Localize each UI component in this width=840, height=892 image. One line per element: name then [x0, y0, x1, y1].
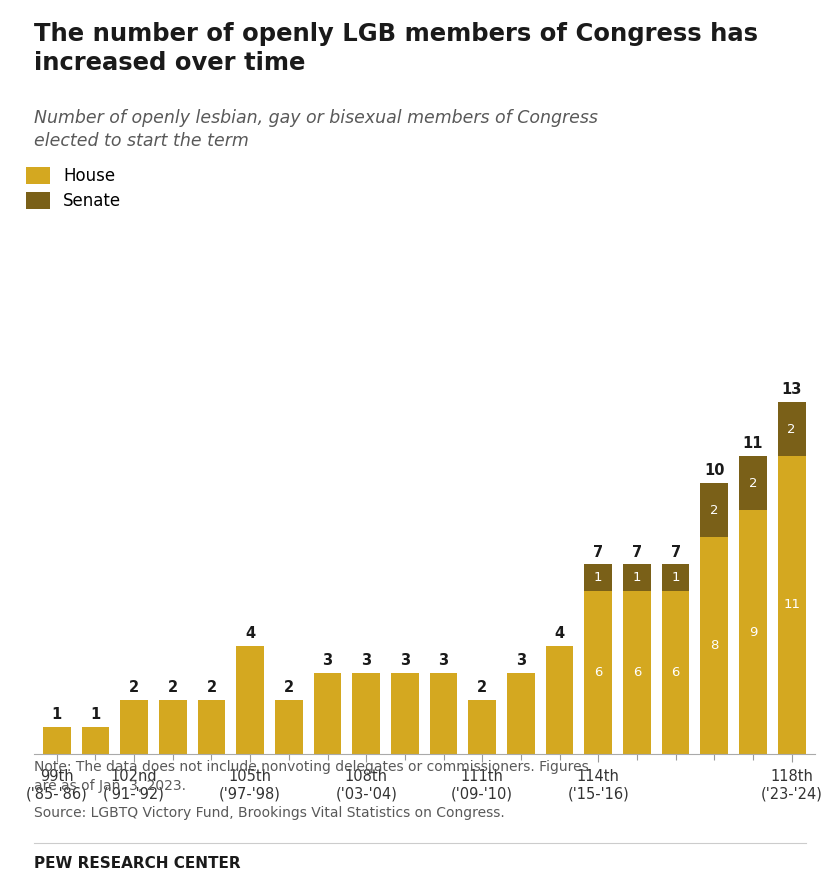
Bar [159, 699, 186, 754]
Text: 2: 2 [284, 680, 294, 695]
Text: 7: 7 [593, 544, 603, 559]
Text: 8: 8 [710, 639, 718, 652]
Bar [778, 402, 806, 456]
Text: 4: 4 [554, 625, 564, 640]
Bar [197, 699, 225, 754]
Bar [468, 699, 496, 754]
Bar [313, 673, 341, 754]
Text: The number of openly LGB members of Congress has
increased over time: The number of openly LGB members of Cong… [34, 22, 758, 75]
Bar [623, 591, 651, 754]
Bar [778, 456, 806, 754]
Text: 3: 3 [361, 653, 371, 668]
Text: 13: 13 [781, 383, 802, 397]
Legend: House, Senate: House, Senate [26, 167, 121, 210]
Bar [585, 591, 612, 754]
Bar [429, 673, 458, 754]
Bar [236, 646, 264, 754]
Text: 2: 2 [748, 476, 757, 490]
Bar [81, 727, 109, 754]
Text: 2: 2 [168, 680, 178, 695]
Text: 1: 1 [91, 706, 101, 722]
Bar [739, 510, 767, 754]
Text: 3: 3 [400, 653, 410, 668]
Text: 4: 4 [245, 625, 255, 640]
Text: 7: 7 [670, 544, 680, 559]
Text: 7: 7 [632, 544, 642, 559]
Text: 6: 6 [671, 666, 680, 679]
Bar [275, 699, 302, 754]
Bar [739, 456, 767, 510]
Bar [352, 673, 381, 754]
Bar [43, 727, 71, 754]
Bar [662, 591, 690, 754]
Text: 11: 11 [743, 436, 764, 451]
Text: 1: 1 [633, 572, 641, 584]
Bar [701, 537, 728, 754]
Bar [701, 483, 728, 537]
Bar [623, 565, 651, 591]
Text: Source: LGBTQ Victory Fund, Brookings Vital Statistics on Congress.: Source: LGBTQ Victory Fund, Brookings Vi… [34, 806, 504, 821]
Text: 11: 11 [783, 599, 800, 612]
Text: Note: The data does not include nonvoting delegates or commissioners. Figures
ar: Note: The data does not include nonvotin… [34, 760, 588, 793]
Bar [546, 646, 574, 754]
Bar [391, 673, 419, 754]
Text: 2: 2 [710, 504, 718, 516]
Bar [120, 699, 148, 754]
Bar [507, 673, 535, 754]
Text: 6: 6 [594, 666, 602, 679]
Text: 6: 6 [633, 666, 641, 679]
Bar [585, 565, 612, 591]
Text: 1: 1 [594, 572, 602, 584]
Bar [662, 565, 690, 591]
Text: 1: 1 [671, 572, 680, 584]
Text: 3: 3 [516, 653, 526, 668]
Text: PEW RESEARCH CENTER: PEW RESEARCH CENTER [34, 856, 240, 871]
Text: 10: 10 [704, 463, 724, 478]
Text: 1: 1 [52, 706, 62, 722]
Text: 2: 2 [477, 680, 487, 695]
Text: 3: 3 [323, 653, 333, 668]
Text: 3: 3 [438, 653, 449, 668]
Text: 2: 2 [129, 680, 139, 695]
Text: 2: 2 [787, 423, 795, 435]
Text: Number of openly lesbian, gay or bisexual members of Congress
elected to start t: Number of openly lesbian, gay or bisexua… [34, 109, 597, 150]
Text: 2: 2 [207, 680, 217, 695]
Text: 9: 9 [748, 625, 757, 639]
